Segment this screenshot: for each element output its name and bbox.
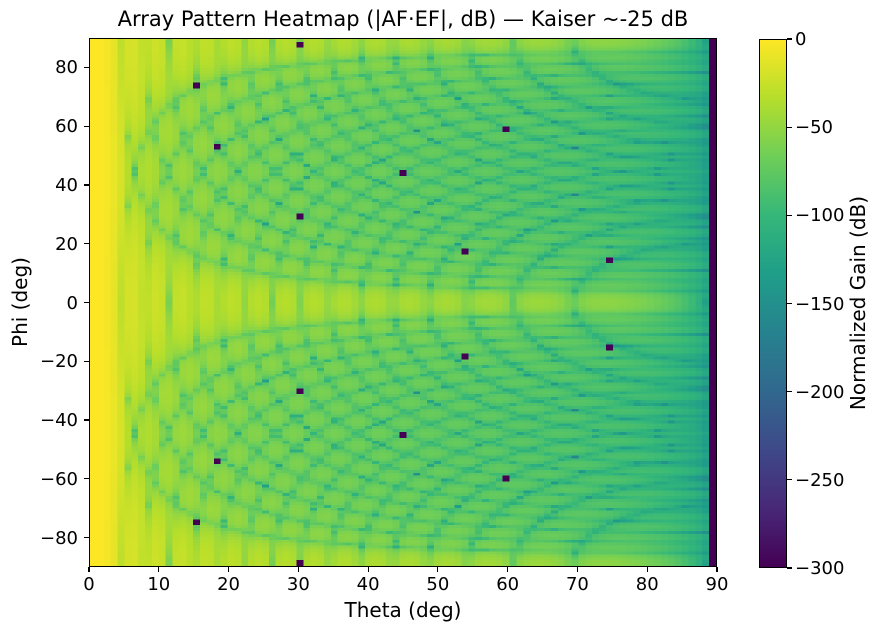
x-tick-label: 70 — [565, 574, 589, 595]
colorbar-tick-mark — [787, 302, 792, 305]
x-tick-label: 60 — [496, 574, 520, 595]
x-tick-mark — [646, 567, 648, 572]
x-tick-mark — [507, 567, 509, 572]
colorbar-tick-mark — [787, 126, 792, 128]
x-tick-mark — [88, 567, 90, 572]
y-tick-label: 0 — [66, 292, 78, 314]
colorbar-tick-label: −200 — [795, 381, 845, 403]
y-tick-label: 60 — [55, 116, 78, 138]
colorbar-tick-mark — [787, 214, 792, 216]
y-tick-mark — [84, 301, 89, 304]
colorbar — [759, 39, 787, 568]
y-tick-mark — [84, 125, 89, 127]
x-tick-label: 90 — [705, 574, 729, 595]
x-tick-label: 20 — [217, 574, 240, 595]
colorbar-tick-label: −250 — [795, 469, 845, 491]
y-tick-mark — [84, 66, 89, 68]
x-tick-label: 10 — [147, 574, 171, 595]
y-tick-mark — [84, 184, 89, 186]
chart-title: Array Pattern Heatmap (|AF·EF|, dB) — Ka… — [117, 7, 689, 31]
y-tick-label: −40 — [40, 410, 78, 432]
y-tick-mark — [84, 419, 89, 421]
colorbar-gradient — [760, 40, 786, 567]
colorbar-tick-mark — [787, 479, 792, 481]
x-tick-label: 40 — [356, 574, 380, 595]
x-tick-mark — [158, 567, 160, 572]
colorbar-label: Normalized Gain (dB) — [846, 195, 870, 411]
x-tick-mark — [716, 567, 718, 572]
y-tick-mark — [84, 478, 89, 480]
colorbar-tick-label: −100 — [795, 205, 845, 227]
y-tick-label: 40 — [55, 174, 78, 196]
y-tick-mark — [84, 537, 89, 539]
y-tick-mark — [84, 360, 89, 362]
x-tick-mark — [227, 567, 230, 572]
x-tick-label: 80 — [635, 574, 659, 595]
y-tick-label: 20 — [55, 233, 78, 255]
y-tick-label: −80 — [40, 527, 78, 549]
y-tick-label: −60 — [40, 468, 78, 490]
colorbar-tick-mark — [787, 567, 792, 569]
heatmap-plot-area — [89, 38, 717, 567]
y-tick-label: 80 — [55, 57, 78, 79]
x-tick-mark — [576, 567, 579, 572]
x-tick-label: 50 — [426, 574, 450, 595]
x-tick-label: 0 — [83, 574, 95, 595]
colorbar-tick-label: −300 — [795, 558, 845, 579]
y-tick-mark — [84, 243, 89, 245]
x-tick-mark — [367, 567, 369, 572]
colorbar-tick-mark — [787, 391, 792, 393]
colorbar-tick-label: 0 — [795, 29, 807, 50]
x-tick-mark — [437, 567, 439, 572]
colorbar-tick-mark — [787, 38, 792, 40]
colorbar-tick-label: −150 — [795, 293, 845, 315]
x-tick-label: 30 — [286, 574, 310, 595]
x-tick-mark — [297, 567, 299, 572]
colorbar-tick-label: −50 — [795, 117, 833, 139]
heatmap-image — [90, 39, 716, 566]
y-tick-label: −20 — [40, 351, 78, 373]
x-axis-label: Theta (deg) — [344, 598, 462, 622]
